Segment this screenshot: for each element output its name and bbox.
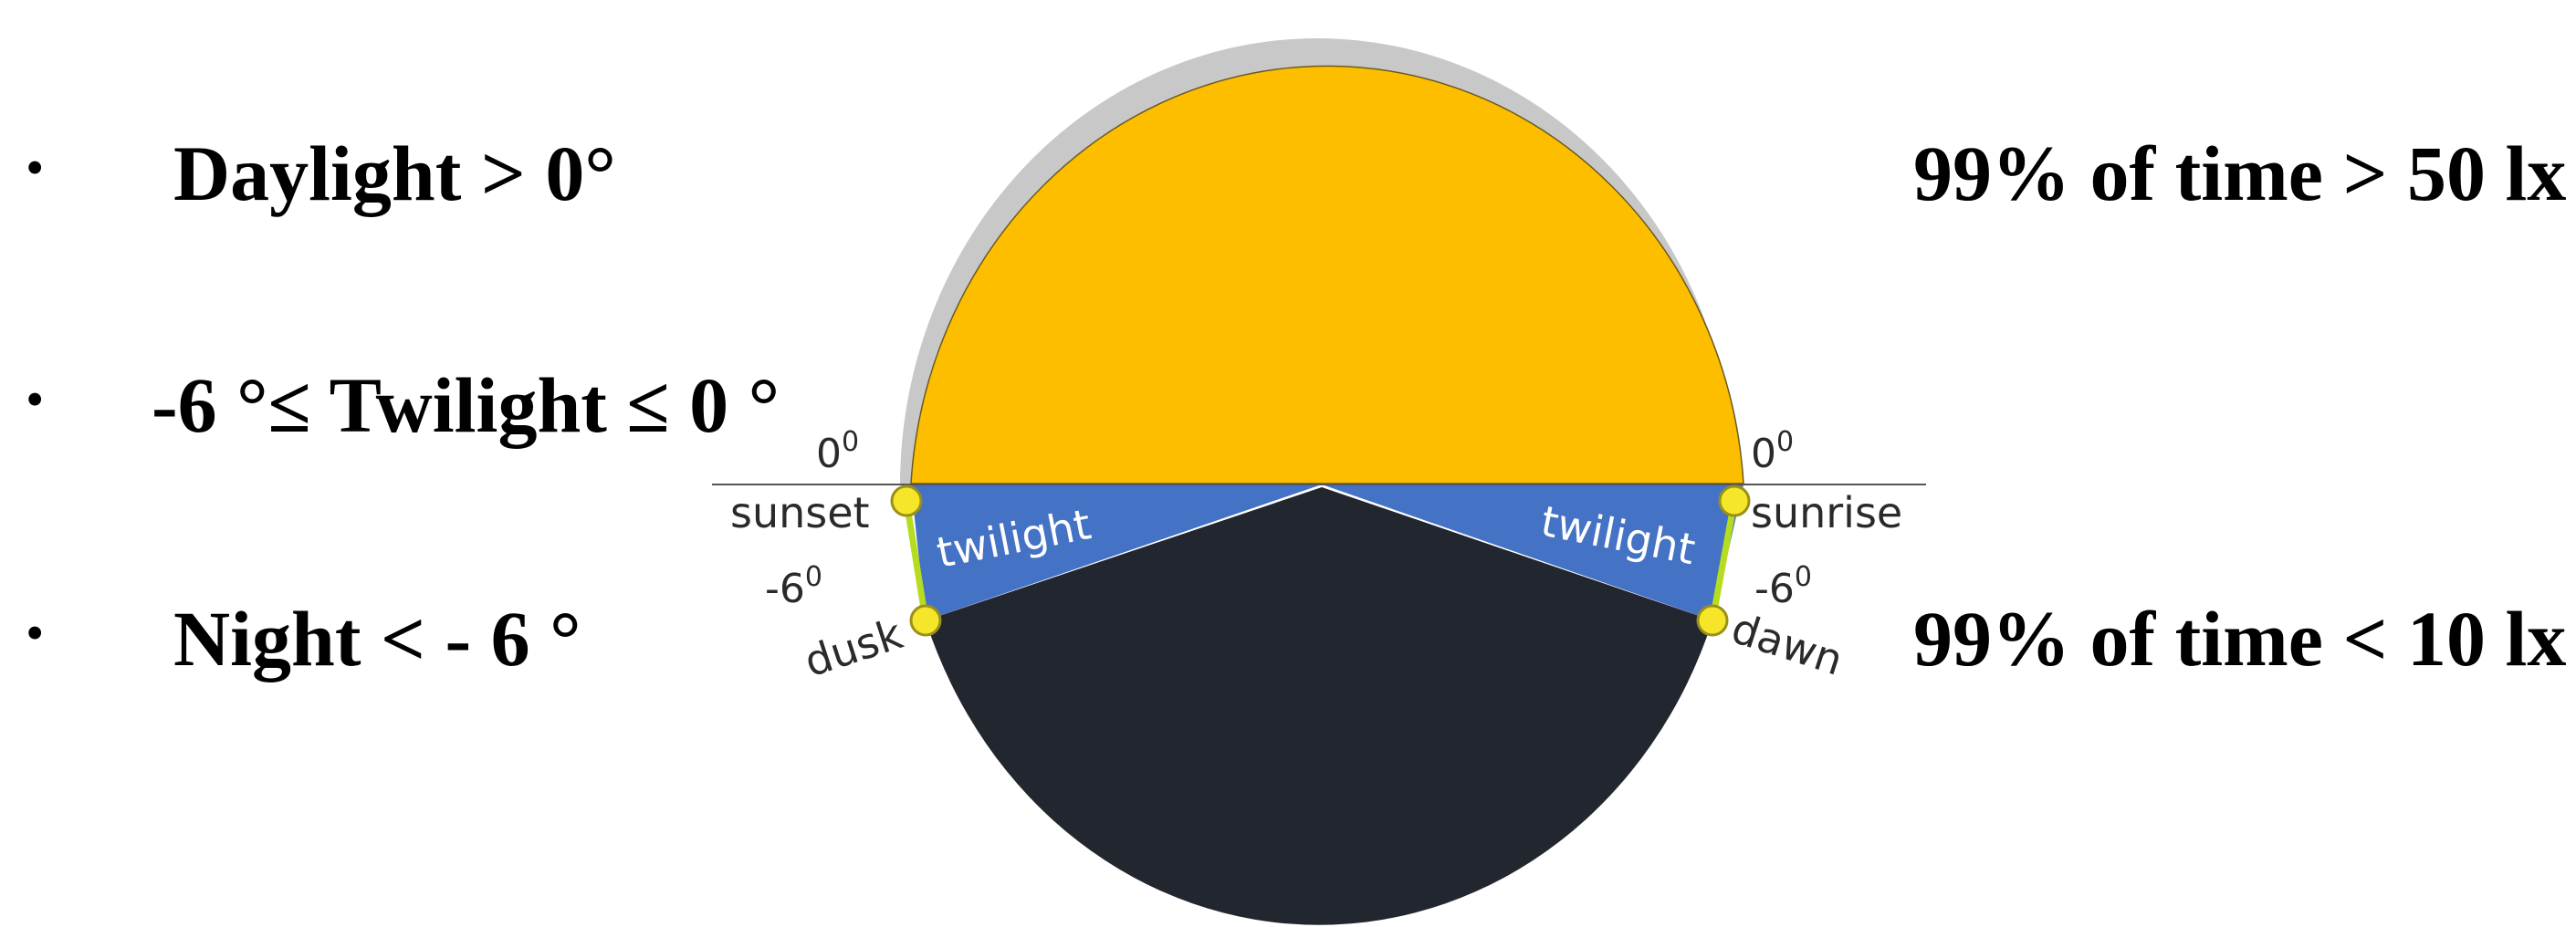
bullet-marker: • [26, 603, 45, 662]
sunrise-angle-label: 00 [1751, 426, 1794, 477]
bullet-twilight: -6 °≤ Twilight ≤ 0 ° [152, 361, 780, 449]
dusk-angle-label: -60 [765, 561, 822, 612]
bullet-marker: • [26, 370, 45, 429]
daylight-illuminance-note: 99% of time > 50 lx [1913, 130, 2567, 217]
sunset-angle-label: 00 [816, 426, 859, 477]
twilight-region-left [911, 484, 1322, 620]
dawn-angle-label: -60 [1754, 561, 1812, 612]
night-illuminance-note: 99% of time < 10 lx [1913, 595, 2567, 682]
bullet-night: Night < - 6 ° [173, 595, 581, 682]
daylight-region [910, 65, 1744, 484]
dawn-label: dawn [1726, 603, 1849, 685]
bullet-daylight: Daylight > 0° [173, 130, 616, 217]
sunset-marker [890, 484, 923, 517]
dawn-marker [1696, 604, 1729, 637]
dawn-edge [1709, 500, 1738, 621]
sunset-label: sunset [730, 488, 870, 537]
dusk-label: dusk [799, 609, 909, 686]
twilight-region-right [1322, 484, 1744, 620]
dusk-marker [909, 604, 942, 637]
night-region [926, 487, 1712, 925]
sunrise-marker [1718, 484, 1751, 517]
dusk-edge [903, 500, 929, 621]
bullet-marker: • [26, 138, 45, 197]
sunrise-label: sunrise [1751, 488, 1902, 537]
